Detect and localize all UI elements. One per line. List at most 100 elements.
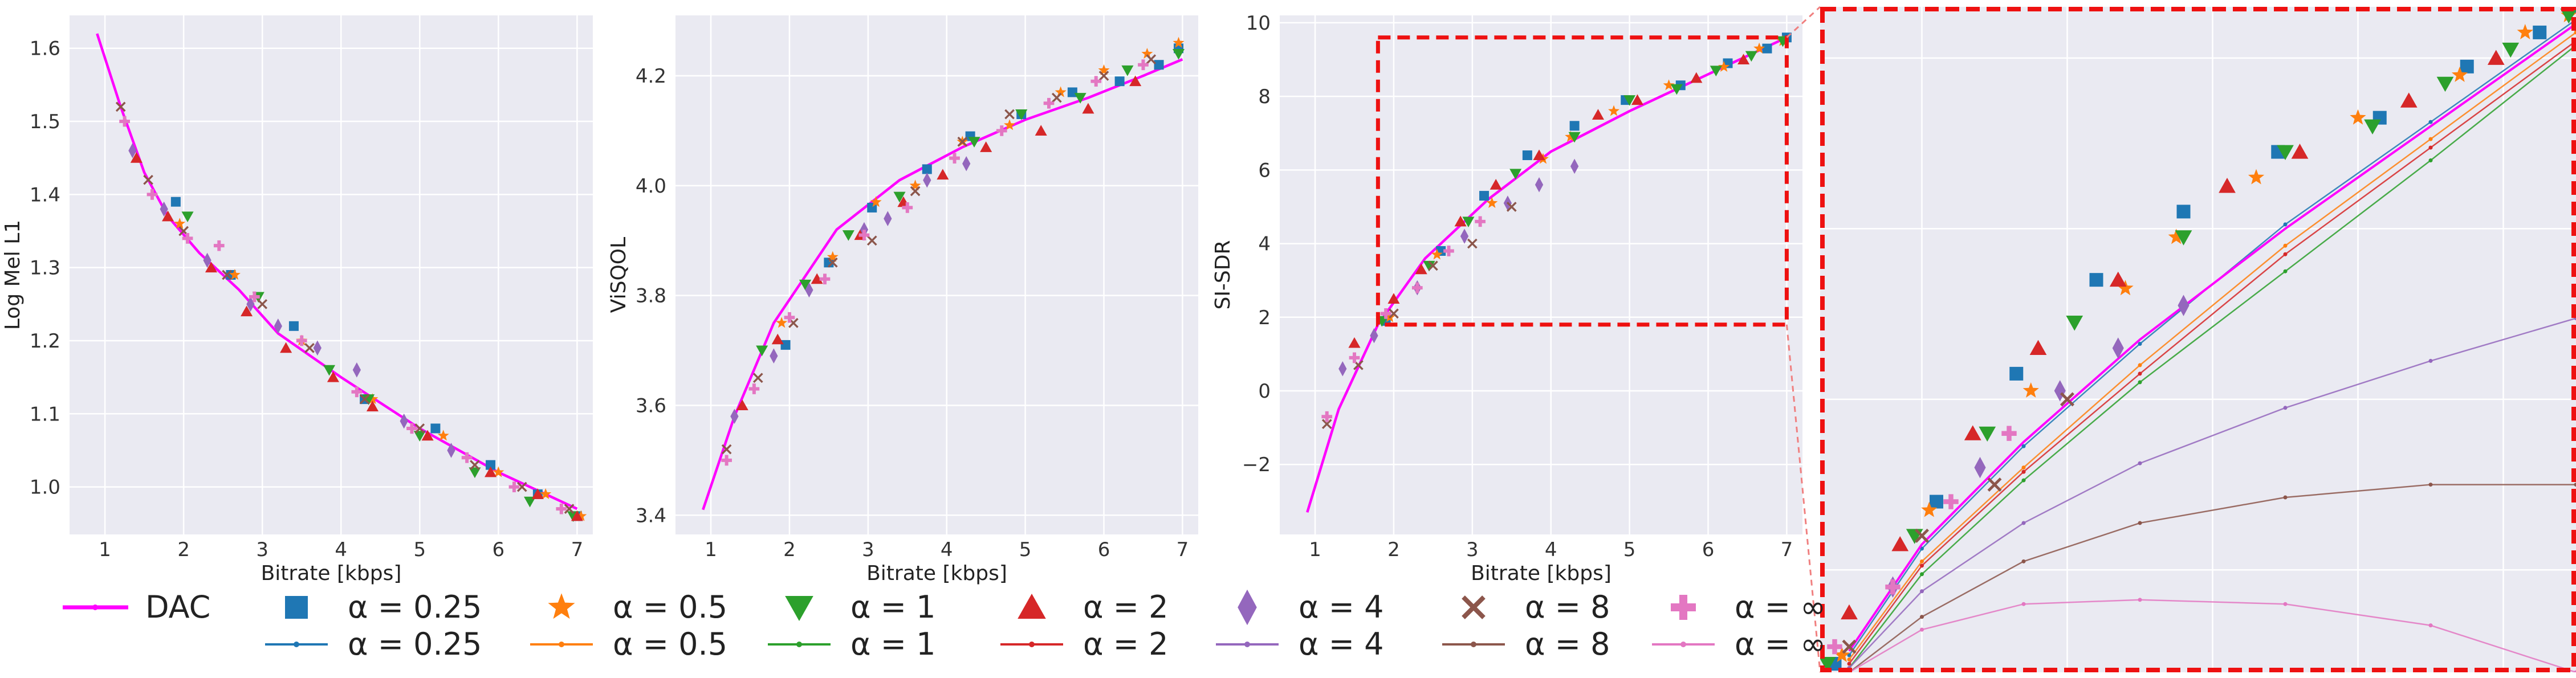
sisdr-point-alpha-4 [1570, 158, 1579, 174]
visqol-point-alpha-0.25 [780, 340, 791, 350]
visqol-point-alpha-4 [884, 211, 892, 226]
sisdr-point-alpha-0.5 [1753, 42, 1765, 54]
visqol-point-alpha-4 [923, 172, 931, 188]
inset-line-point [1920, 627, 1924, 632]
logmel-x-tick-label: 1 [99, 538, 111, 561]
visqol-point-alpha-0.5 [1098, 64, 1110, 75]
logmel-y-axis-label: Log Mel L1 [1, 220, 25, 330]
visqol-x-tick-label: 1 [705, 538, 717, 561]
logmel-point-alpha-8 [359, 394, 370, 405]
logmel-x-axis-label: Bitrate [kbps] [261, 562, 402, 585]
zoom-connector-bottom [1785, 324, 1821, 673]
logmel-y-tick-label: 1.3 [30, 257, 60, 280]
inset-point-alpha-0.25 [2009, 366, 2024, 381]
sisdr-point-alpha-8 [1506, 202, 1517, 212]
legend-line-marker-alpha-4 [1244, 642, 1250, 647]
inset-line-point [2021, 521, 2026, 525]
logmel-point-alpha-0.25 [288, 321, 299, 331]
sisdr-point-alpha-0.25 [1569, 121, 1580, 131]
logmel-point-alpha-1 [413, 431, 426, 442]
inset-line-point [2428, 483, 2433, 487]
inset-point-alpha-0.25 [2089, 273, 2103, 287]
sisdr-x-tick-label: 2 [1387, 538, 1400, 561]
sisdr-point-alpha-0.5 [1431, 248, 1443, 260]
visqol-x-axis-label: Bitrate [kbps] [866, 562, 1007, 585]
inset-point-alpha-8 [2060, 392, 2074, 407]
sisdr-point-alpha-0.25 [1479, 191, 1490, 201]
sisdr-y-tick-label: 4 [1258, 233, 1271, 256]
inset-line-point [2138, 371, 2142, 376]
inset-dac-line [1848, 23, 2576, 652]
inset-point-alpha-0.25 [2176, 205, 2191, 219]
visqol-point-alpha-1 [842, 230, 854, 241]
visqol-point-alpha-0.5 [1173, 36, 1185, 48]
visqol-point-alpha-∞ [1043, 97, 1055, 109]
sisdr-point-alpha-∞ [1349, 352, 1360, 363]
visqol-point-alpha-2 [1035, 125, 1047, 136]
logmel-point-alpha-0.5 [575, 510, 587, 521]
sisdr-point-alpha-2 [1737, 54, 1750, 65]
visqol-x-tick-label: 4 [941, 538, 953, 561]
sisdr-point-alpha-∞ [1475, 216, 1486, 227]
sisdr-point-alpha-1 [1462, 217, 1475, 228]
visqol-point-alpha-4 [962, 156, 971, 171]
visqol-point-alpha-∞ [1138, 59, 1149, 71]
logmel-point-alpha-4 [447, 443, 455, 458]
sisdr-point-alpha-4 [1338, 361, 1347, 377]
visqol-point-alpha-8 [1004, 109, 1015, 120]
logmel-point-alpha-8 [516, 481, 527, 492]
inset-point-alpha-∞ [1943, 494, 1959, 509]
legend-marker-alpha-∞ [1671, 595, 1696, 620]
visqol-point-alpha-0.5 [1141, 47, 1153, 59]
logmel-point-alpha-4 [246, 296, 255, 312]
logmel-point-alpha-0.25 [486, 460, 496, 470]
inset-line-point [2428, 158, 2433, 163]
logmel-point-alpha-4 [203, 252, 211, 268]
legend-line-label-alpha-0.5: α = 0.5 [613, 626, 727, 662]
visqol-point-alpha-∞ [902, 202, 913, 213]
logmel-point-alpha-4 [128, 143, 137, 158]
legend-line-marker-alpha-8 [1471, 642, 1476, 647]
visqol-point-alpha-∞ [996, 125, 1007, 136]
visqol-x-tick-label: 5 [1019, 538, 1032, 561]
visqol-point-alpha-8 [752, 373, 763, 383]
legend-marker-alpha-8 [1462, 595, 1486, 619]
visqol-plot-content [702, 36, 1185, 510]
inset-point-alpha-2 [1964, 425, 1981, 440]
inset-line-point [2021, 559, 2026, 563]
sisdr-y-tick-label: 8 [1258, 85, 1271, 108]
legend-label-alpha-0.5: α = 0.5 [613, 589, 727, 625]
visqol-y-axis-label: ViSQOL [607, 237, 630, 313]
visqol-point-alpha-8 [910, 186, 921, 197]
sisdr-plot-area [1280, 15, 1802, 534]
logmel-point-alpha-∞ [213, 240, 225, 251]
inset-point-alpha-0.25 [2533, 25, 2547, 39]
visqol-point-alpha-∞ [1090, 76, 1102, 87]
visqol-panel: 1 2 3 4 5 6 7 3.4 3.6 3.8 4.0 4.2 Bitrate [kbps] ViSQ… [607, 15, 1198, 585]
legend-line-label-alpha-0.25: α = 0.25 [348, 626, 482, 662]
inset-point-alpha-2 [2219, 178, 2236, 193]
sisdr-point-alpha-∞ [1321, 411, 1333, 422]
logmel-panel: 1 2 3 4 5 6 7 1.0 1.1 1.2 1.3 1.4 1.5 1.6 Bitrate [kbp… [1, 15, 593, 585]
sisdr-y-tick-label: −2 [1242, 454, 1271, 476]
logmel-point-alpha-0.5 [229, 268, 241, 280]
logmel-x-tick-label: 4 [335, 538, 347, 561]
inset-line-point [2138, 380, 2142, 385]
logmel-point-alpha-∞ [146, 189, 158, 200]
logmel-point-alpha-∞ [249, 291, 260, 303]
visqol-x-tick-label: 7 [1177, 538, 1189, 561]
sisdr-point-alpha-0.25 [1522, 150, 1532, 161]
visqol-x-tick-label: 6 [1098, 538, 1110, 561]
inset-point-alpha-0.5 [2168, 228, 2184, 244]
visqol-point-alpha-4 [860, 222, 869, 238]
logmel-point-alpha-∞ [351, 386, 363, 398]
legend-label-alpha-∞: α = ∞ [1735, 589, 1826, 625]
sisdr-y-tick-label: 10 [1246, 12, 1271, 35]
logmel-point-alpha-0.25 [170, 197, 181, 207]
visqol-point-alpha-1 [1074, 93, 1086, 104]
logmel-point-alpha-1 [323, 365, 336, 376]
visqol-point-alpha-4 [805, 282, 813, 298]
inset-line-point [1920, 559, 1924, 563]
inset-point-alpha-1 [2066, 316, 2083, 331]
logmel-point-alpha-0.5 [367, 393, 379, 405]
